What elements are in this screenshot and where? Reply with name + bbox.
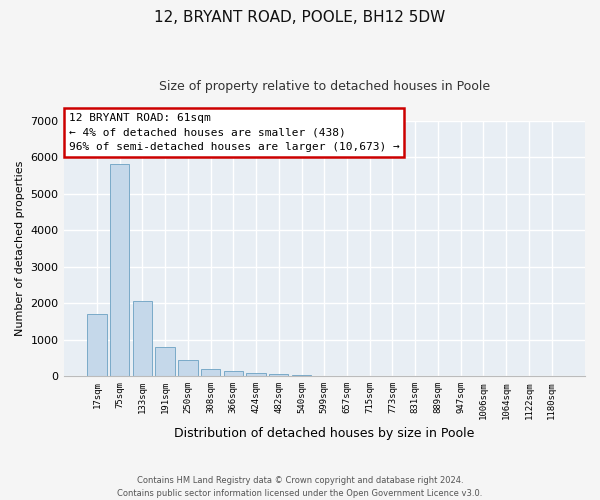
Text: Contains HM Land Registry data © Crown copyright and database right 2024.
Contai: Contains HM Land Registry data © Crown c… [118,476,482,498]
Bar [201,369,220,376]
Title: Size of property relative to detached houses in Poole: Size of property relative to detached ho… [159,80,490,93]
Bar [155,347,175,376]
Bar [133,302,152,376]
Bar [247,372,266,376]
X-axis label: Distribution of detached houses by size in Poole: Distribution of detached houses by size … [174,427,475,440]
Bar [178,360,197,376]
Bar [87,314,107,376]
Bar [269,374,289,376]
Bar [224,370,243,376]
Bar [110,164,130,376]
Bar [292,375,311,376]
Text: 12 BRYANT ROAD: 61sqm
← 4% of detached houses are smaller (438)
96% of semi-deta: 12 BRYANT ROAD: 61sqm ← 4% of detached h… [69,113,400,152]
Text: 12, BRYANT ROAD, POOLE, BH12 5DW: 12, BRYANT ROAD, POOLE, BH12 5DW [154,10,446,25]
Y-axis label: Number of detached properties: Number of detached properties [15,160,25,336]
